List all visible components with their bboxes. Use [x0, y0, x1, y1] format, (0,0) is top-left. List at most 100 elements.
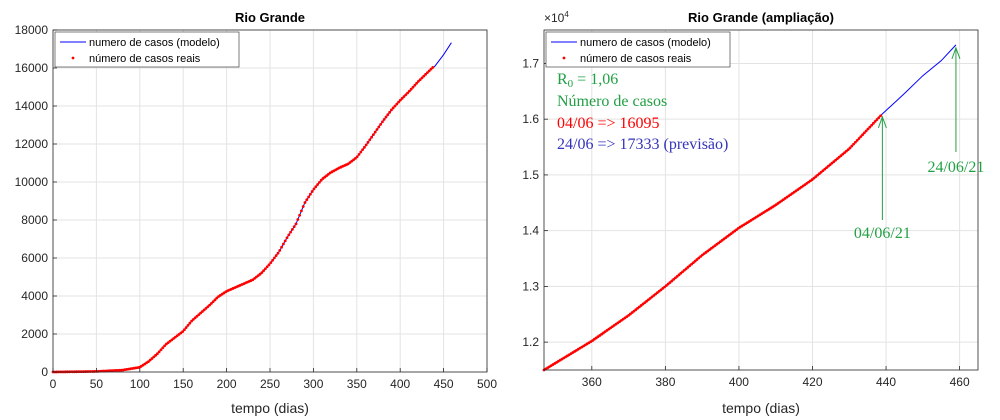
annotation-block: R0 = 1,06 Número de casos 04/06 => 16095… [557, 71, 728, 153]
data-point [192, 317, 195, 321]
series-layer [542, 44, 957, 372]
data-point [188, 321, 192, 325]
data-point [193, 316, 197, 320]
data-point [154, 353, 158, 357]
tick-labels: 0 50 100 150 200 250 300 350 400 450 500 0 2000 4000 6… [15, 23, 498, 391]
data-point [386, 113, 390, 117]
data-point [314, 185, 318, 189]
data-point [181, 330, 185, 334]
data-point [206, 305, 210, 309]
x-tick-label: 400 [729, 375, 749, 389]
data-point [368, 138, 372, 142]
data-point [857, 137, 861, 140]
data-point [393, 104, 397, 108]
data-point [208, 303, 212, 307]
x-tick-label: 100 [130, 377, 150, 391]
data-point [877, 116, 881, 120]
data-point [418, 78, 422, 82]
data-point [303, 201, 307, 204]
x-tick-label: 150 [173, 377, 193, 391]
data-point [157, 350, 161, 354]
data-point [415, 81, 418, 85]
y-tick-label: 6000 [21, 251, 48, 265]
data-point [424, 72, 427, 76]
data-point [319, 178, 323, 182]
data-point [184, 326, 188, 329]
x-tick-label: 250 [260, 377, 280, 391]
data-point [404, 93, 408, 97]
x-tick-label: 500 [477, 377, 497, 391]
data-point [388, 110, 391, 114]
annotation-arrows: 04/06/21 24/06/21 [854, 46, 984, 242]
data-point [278, 248, 282, 252]
legend: numero de casos (modelo) número de casos… [54, 31, 240, 68]
x-tick-label: 460 [950, 375, 970, 389]
data-point [859, 135, 863, 138]
tick-labels: 360 380 400 420 440 460 1.2 1.3 1.4 1.5 1.6 1.7 [522, 56, 970, 389]
data-point [202, 308, 206, 312]
data-point [364, 143, 368, 147]
x-tick-label: 440 [876, 375, 896, 389]
data-point [260, 271, 264, 275]
data-point [262, 269, 265, 273]
data-point [289, 230, 292, 234]
legend-box [54, 31, 240, 68]
y-tick-label: 1.4 [522, 224, 539, 238]
data-point [210, 301, 213, 305]
data-point [426, 71, 429, 74]
y-tick-label: 14000 [15, 99, 49, 113]
legend: numero de casos (modelo) número de casos… [545, 31, 731, 68]
x-tick-label: 450 [434, 377, 454, 391]
y-axis-exponent: ×104 [544, 10, 569, 25]
annotation-observed: 04/06 => 16095 [557, 115, 660, 132]
data-point [190, 319, 194, 323]
data-point [211, 300, 215, 303]
data-point [400, 96, 404, 100]
data-point [307, 195, 310, 199]
data-point [161, 346, 165, 350]
data-point [422, 74, 426, 78]
data-point [391, 106, 395, 110]
data-point [431, 66, 435, 69]
data-point [384, 115, 388, 119]
data-point [848, 146, 852, 150]
x-axis-label: tempo (dias) [722, 400, 800, 416]
x-tick-label: 350 [347, 377, 367, 391]
data-point [366, 140, 370, 144]
data-point [377, 125, 381, 129]
data-point [864, 129, 868, 133]
data-point [316, 183, 319, 186]
y-tick-label: 2000 [21, 327, 48, 341]
data-point [148, 358, 152, 362]
data-point [312, 187, 316, 191]
data-point [372, 133, 375, 137]
data-point [283, 239, 287, 243]
data-point [375, 128, 379, 131]
data-point [354, 156, 357, 160]
data-point [296, 218, 300, 221]
data-point [298, 213, 301, 217]
data-point [863, 131, 866, 135]
data-point [406, 91, 409, 95]
data-point [285, 236, 289, 240]
legend-entry-model: numero de casos (modelo) [89, 37, 220, 49]
annotation-forecast: 24/06 => 17333 (previsão) [557, 136, 728, 153]
data-point [868, 125, 872, 129]
legend-entry-real: número de casos reais [580, 53, 692, 65]
y-tick-label: 8000 [21, 213, 48, 227]
chart-panel-zoom: 360 380 400 420 440 460 1.2 1.3 1.4 1.5 1.6 1.7 ×10… [522, 10, 984, 416]
annotation-casos-heading: Número de casos [557, 93, 667, 110]
arrow-04-06-head [877, 115, 887, 129]
data-point [264, 267, 267, 271]
data-point [399, 98, 402, 102]
data-point [159, 348, 163, 352]
data-point [390, 108, 393, 112]
data-point [274, 254, 278, 257]
y-tick-label: 1.2 [522, 335, 539, 349]
data-point [397, 100, 400, 104]
data-point [152, 355, 156, 359]
data-point [156, 352, 159, 356]
data-point [870, 123, 873, 127]
data-point [381, 120, 384, 124]
